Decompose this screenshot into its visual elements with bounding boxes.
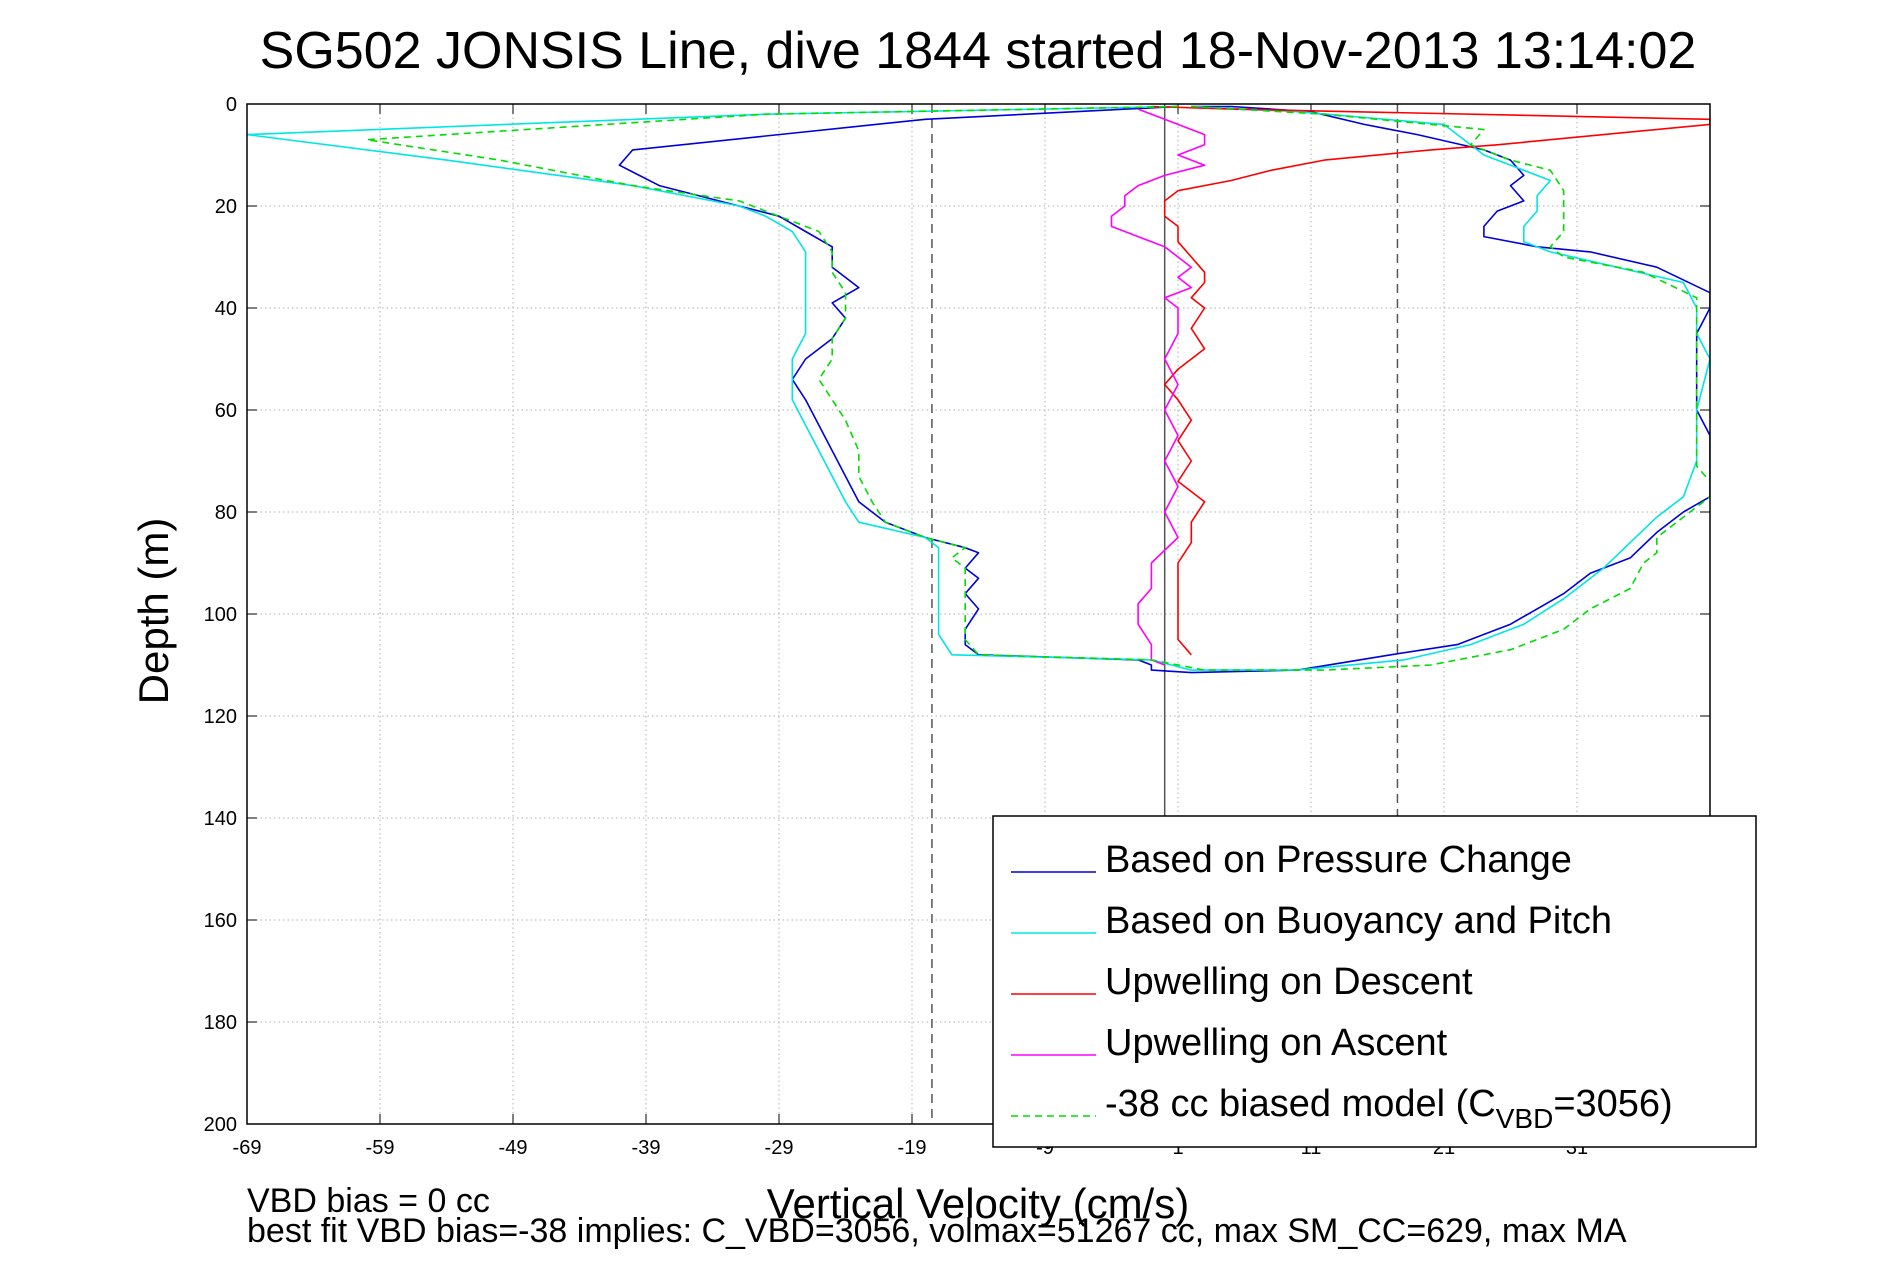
legend-label-2: Based on Buoyancy and Pitch (1105, 900, 1612, 942)
y-tick-label: 60 (215, 400, 237, 422)
y-tick-label: 20 (215, 196, 237, 218)
x-tick-label: -19 (898, 1137, 927, 1159)
legend-label-4: Upwelling on Ascent (1105, 1022, 1448, 1064)
x-tick-label: -49 (499, 1137, 528, 1159)
y-tick-label: 160 (204, 910, 237, 932)
legend-box (992, 815, 1757, 1148)
series-line-4 (1110, 108, 1206, 666)
y-axis-label: Depth (m) (130, 518, 177, 705)
series-line-2 (247, 105, 1710, 671)
footer-line-2: best fit VBD bias=-38 implies: C_VBD=305… (247, 1212, 1627, 1250)
chart-title: SG502 JONSIS Line, dive 1844 started 18-… (260, 22, 1697, 80)
legend-label-5: -38 cc biased model (CVBD=3056) (1105, 1083, 1673, 1134)
series-line-1 (618, 105, 1710, 674)
y-tick-label: 100 (204, 604, 237, 626)
y-tick-label: 40 (215, 298, 237, 320)
x-tick-label: -59 (366, 1137, 395, 1159)
legend-label-3: Upwelling on Descent (1105, 961, 1473, 1003)
y-tick-label: 200 (204, 1114, 237, 1136)
y-tick-label: 180 (204, 1012, 237, 1034)
x-axis-label: Vertical Velocity (cm/s) (767, 1180, 1189, 1227)
x-tick-label: -39 (632, 1137, 661, 1159)
y-tick-label: 120 (204, 706, 237, 728)
x-tick-label: -69 (233, 1137, 262, 1159)
legend: Based on Pressure Change Based on Buoyanc… (992, 815, 1757, 1148)
y-tick-label: 80 (215, 502, 237, 524)
x-tick-label: -29 (765, 1137, 794, 1159)
footer-line-1: VBD bias = 0 cc (247, 1182, 490, 1220)
y-tick-label: 140 (204, 808, 237, 830)
x-tick-label: 1 (1172, 1137, 1183, 1159)
axes-frame (246, 103, 1711, 1125)
y-tick-label: 0 (226, 94, 237, 116)
legend-label-1: Based on Pressure Change (1105, 839, 1572, 881)
series-line-3 (1151, 105, 1710, 656)
series-line-5 (365, 105, 1710, 671)
